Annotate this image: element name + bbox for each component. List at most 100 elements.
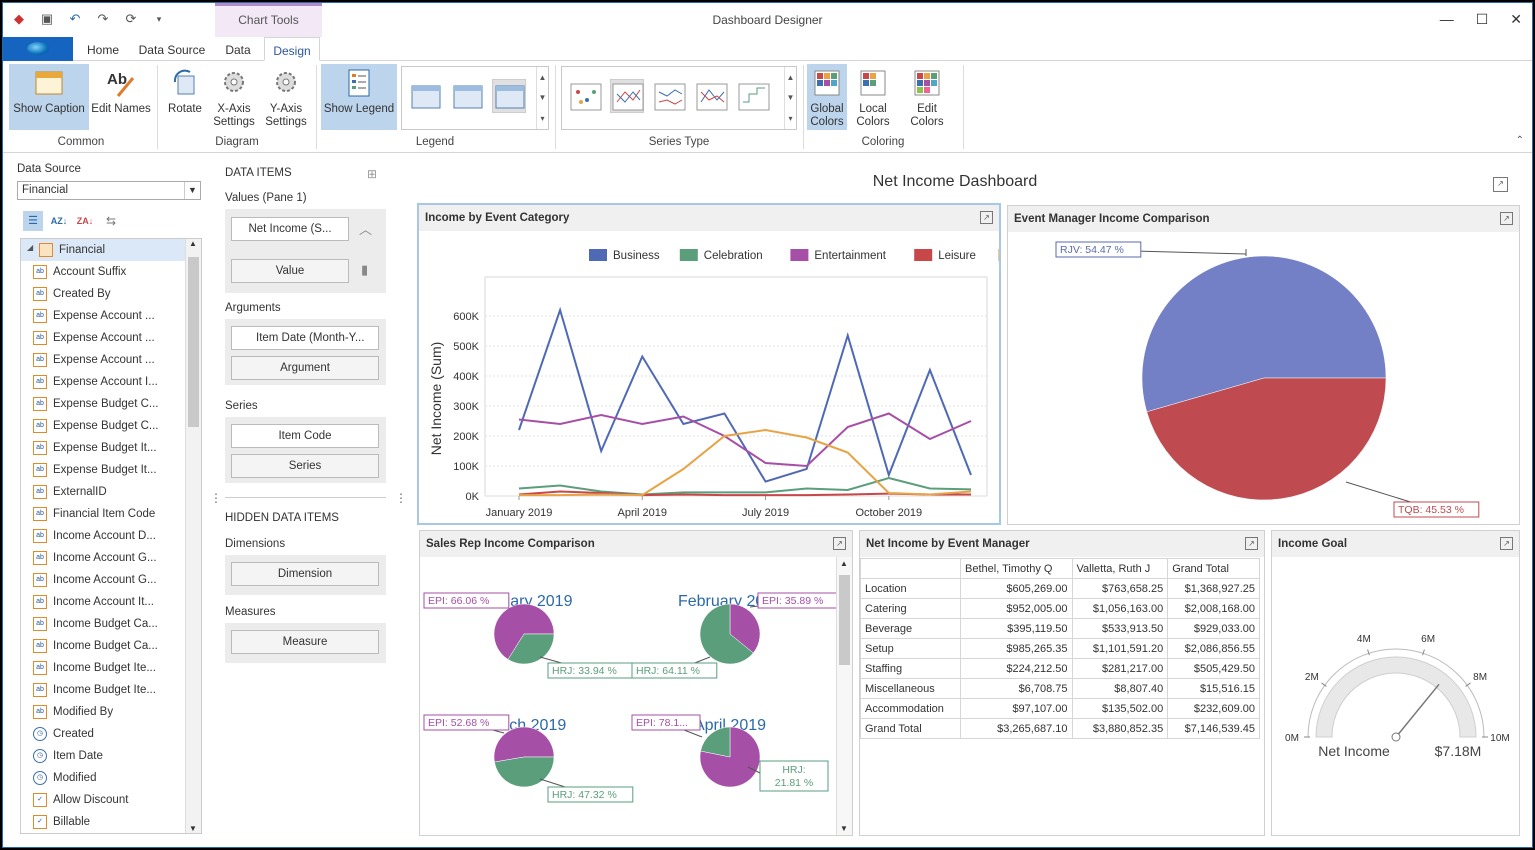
field-item[interactable]: ◷ Modified <box>33 767 96 789</box>
column-header[interactable]: Valletta, Ruth J <box>1071 558 1169 579</box>
legend-gallery-scroll[interactable]: ▲ ▼ ▾ <box>536 67 548 129</box>
file-menu-button[interactable] <box>3 37 73 61</box>
net-income-table-panel[interactable]: Net Income by Event Manager ↗ Bethel, Tim… <box>859 530 1265 836</box>
field-item[interactable]: ab Income Budget Ite... <box>33 679 156 701</box>
sales-rep-scroll-thumb[interactable] <box>839 575 850 665</box>
export-icon[interactable]: ↗ <box>980 211 993 224</box>
row-header[interactable]: Setup <box>860 638 961 659</box>
field-item[interactable]: ab Expense Budget It... <box>33 459 157 481</box>
row-header[interactable]: Location <box>860 578 961 599</box>
manager-comparison-panel[interactable]: Event Manager Income Comparison ↗ RJV: 54… <box>1007 205 1520 525</box>
edit-colors-button[interactable]: Edit Colors <box>899 64 955 130</box>
series-type-stepline[interactable] <box>736 79 770 113</box>
series-type-step[interactable] <box>694 79 728 113</box>
row-header[interactable]: Grand Total <box>860 718 961 739</box>
field-item[interactable]: ab Income Budget Ite... <box>33 657 156 679</box>
measure-placeholder[interactable]: Measure <box>231 630 379 654</box>
y-axis-settings-button[interactable]: Y-Axis Settings <box>261 64 311 130</box>
customize-qat-icon[interactable]: ▾ <box>156 14 162 24</box>
x-axis-settings-button[interactable]: X-Axis Settings <box>209 64 259 130</box>
series-type-spline[interactable] <box>652 79 686 113</box>
column-header[interactable] <box>860 558 961 579</box>
field-item[interactable]: ✓ Billable <box>33 811 90 833</box>
local-colors-button[interactable]: Local Colors <box>853 64 893 130</box>
tree-root-row[interactable]: ◢ Financial <box>21 239 185 261</box>
minimize-icon[interactable]: — <box>1439 11 1454 27</box>
chevron-down-icon[interactable]: ▼ <box>184 182 200 199</box>
row-header[interactable]: Catering <box>860 598 961 619</box>
data-source-select[interactable]: Financial ▼ <box>17 181 201 200</box>
collapse-ribbon-icon[interactable]: ⌃ <box>1515 135 1524 146</box>
field-item[interactable]: ◷ Item Date <box>33 745 103 767</box>
field-item[interactable]: ab Income Account G... <box>33 569 157 591</box>
maximize-icon[interactable]: ☐ <box>1475 11 1489 27</box>
close-icon[interactable]: ✕ <box>1510 11 1522 27</box>
argument-placeholder[interactable]: Argument <box>231 356 379 380</box>
tree-scroll-thumb[interactable] <box>188 257 199 427</box>
field-item[interactable]: ab Expense Budget C... <box>33 415 158 437</box>
value-field-net-income[interactable]: Net Income (S... <box>231 217 349 241</box>
field-item[interactable]: ✓ Allow Discount <box>33 789 128 811</box>
show-caption-button[interactable]: Show Caption <box>9 64 89 130</box>
splitter-grip-icon[interactable]: ⋮ <box>395 491 407 505</box>
refresh-fields-icon[interactable]: ⇆ <box>105 214 117 228</box>
field-item[interactable]: ab Income Account D... <box>33 525 156 547</box>
field-item[interactable]: ab Account Suffix <box>33 261 126 283</box>
sales-rep-panel[interactable]: Sales Rep Income Comparison ↗ January 201… <box>419 530 853 836</box>
series-type-line[interactable] <box>610 79 644 113</box>
save-icon[interactable]: ▣ <box>40 11 54 26</box>
edit-names-button[interactable]: Ab Edit Names <box>91 64 151 130</box>
export-icon[interactable]: ↗ <box>1245 537 1258 550</box>
series-field-item-code[interactable]: Item Code <box>231 424 379 448</box>
income-by-category-panel[interactable]: Income by Event Category ↗ 0K 100K 200K 300K… <box>417 203 1001 525</box>
row-header[interactable]: Staffing <box>860 658 961 679</box>
field-item[interactable]: ab Financial Item Code <box>33 503 155 525</box>
sort-asc-icon[interactable]: AZ↓ <box>50 216 68 226</box>
field-item[interactable]: ab Income Account It... <box>33 591 154 613</box>
tab-data[interactable]: Data <box>225 43 251 57</box>
field-item[interactable]: ab Created By <box>33 283 111 305</box>
field-item[interactable]: ab Expense Budget C... <box>33 393 158 415</box>
income-goal-panel[interactable]: Income Goal ↗ 0M 2M 4M 6M 8M 10M Net Income $7.1… <box>1271 530 1520 836</box>
field-item[interactable]: ab Modified By <box>33 701 113 723</box>
tab-home[interactable]: Home <box>86 43 119 57</box>
dimension-placeholder[interactable]: Dimension <box>231 562 379 586</box>
group-by-type-icon[interactable]: ☰ <box>23 211 43 231</box>
field-item[interactable]: ab Income Budget Ca... <box>33 613 158 635</box>
argument-field-item-date[interactable]: Item Date (Month-Y... <box>231 326 379 350</box>
row-header[interactable]: Miscellaneous <box>860 678 961 699</box>
legend-position-3[interactable] <box>492 79 526 113</box>
refresh-icon[interactable]: ⟳ <box>125 11 137 26</box>
add-pane-icon[interactable]: ⊞ <box>367 167 378 181</box>
field-item[interactable]: ab Expense Account ... <box>33 349 155 371</box>
collapse-triangle-icon[interactable]: ◢ <box>27 243 34 252</box>
series-placeholder[interactable]: Series <box>231 454 379 478</box>
show-legend-button[interactable]: Show Legend <box>321 64 397 130</box>
sales-rep-scrollbar[interactable]: ▲ ▼ <box>836 557 852 835</box>
field-item[interactable]: ab Income Account G... <box>33 547 157 569</box>
series-type-toggle-icon[interactable]: ︿ <box>359 222 373 237</box>
tree-scrollbar[interactable]: ▲ ▼ <box>185 239 201 833</box>
splitter-grip-icon[interactable]: ⋮ <box>210 491 222 505</box>
tab-data-source[interactable]: Data Source <box>138 43 206 57</box>
global-colors-button[interactable]: Global Colors <box>807 64 847 130</box>
value-placeholder[interactable]: Value <box>231 259 349 283</box>
rotate-button[interactable]: Rotate <box>163 64 207 130</box>
export-icon[interactable]: ↗ <box>1500 537 1513 550</box>
export-icon[interactable]: ↗ <box>1500 212 1513 225</box>
export-icon[interactable]: ↗ <box>833 537 846 550</box>
column-header[interactable]: Grand Total <box>1167 558 1260 579</box>
tab-design[interactable]: Design <box>264 37 320 61</box>
field-item[interactable]: ab Expense Budget It... <box>33 437 157 459</box>
export-dashboard-icon[interactable]: ↗ <box>1493 177 1508 192</box>
bar-chart-icon[interactable]: ▮ <box>361 262 369 277</box>
row-header[interactable]: Beverage <box>860 618 961 639</box>
legend-position-2[interactable] <box>450 79 484 113</box>
field-item[interactable]: ◷ Created <box>33 723 94 745</box>
row-header[interactable]: Accommodation <box>860 698 961 719</box>
legend-position-1[interactable] <box>408 79 442 113</box>
column-header[interactable]: Bethel, Timothy Q <box>960 558 1073 579</box>
field-item[interactable]: ab Expense Account I... <box>33 371 158 393</box>
redo-icon[interactable]: ↷ <box>97 11 109 26</box>
undo-icon[interactable]: ↶ <box>69 11 81 26</box>
